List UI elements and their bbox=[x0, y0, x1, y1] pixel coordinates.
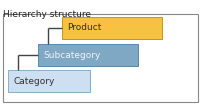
Bar bbox=[3, 14, 197, 102]
Bar bbox=[8, 70, 90, 92]
Text: Hierarchy structure: Hierarchy structure bbox=[3, 10, 91, 19]
Text: Subcategory: Subcategory bbox=[43, 50, 100, 60]
Bar bbox=[62, 17, 161, 39]
Text: Category: Category bbox=[13, 76, 54, 85]
Text: Product: Product bbox=[67, 24, 101, 32]
Bar bbox=[38, 44, 137, 66]
